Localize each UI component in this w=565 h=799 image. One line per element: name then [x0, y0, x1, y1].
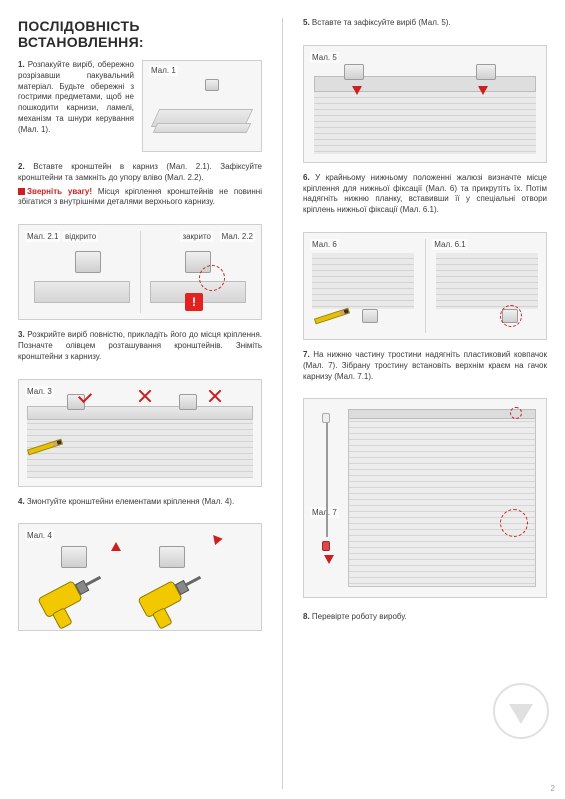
step-3: 3. Розкрийте виріб повністю, прикладіть …: [18, 330, 262, 362]
blinds-icon: [436, 253, 538, 309]
step-4-num: 4.: [18, 497, 25, 506]
page-number: 2: [551, 784, 555, 793]
bracket-icon: [179, 394, 197, 410]
bracket-icon: [476, 64, 496, 80]
highlight-circle-icon: [500, 305, 522, 327]
figure-7: Мал. 7 Мал. 7.1: [303, 398, 547, 598]
x-mark-icon: [137, 388, 153, 404]
step-6-body: У крайньому нижньому положенні жалюзі ви…: [303, 173, 547, 214]
step-7-num: 7.: [303, 350, 310, 359]
x-mark-icon: [207, 388, 223, 404]
page: ПОСЛІДОВНІСТЬ ВСТАНОВЛЕННЯ: 1. Розпакуйт…: [0, 0, 565, 799]
closed-label: закрито: [180, 231, 213, 242]
bracket-icon: [159, 546, 185, 568]
figure-3: Мал. 3: [18, 379, 262, 487]
warning-icon: [18, 188, 25, 195]
step-2-body: Вставте кронштейн в карниз (Мал. 2.1). З…: [18, 162, 262, 182]
figure-divider: [425, 239, 426, 333]
step-6: 6. У крайньому нижньому положенні жалюзі…: [303, 173, 547, 216]
figure-2: Мал. 2.1 Мал. 2.2 відкрито закрито !: [18, 224, 262, 320]
step-4-body: Змонтуйте кронштейни елементами кріпленн…: [27, 497, 234, 506]
step-2-warn-label: Зверніть увагу!: [27, 187, 92, 196]
blinds-icon: [314, 92, 536, 154]
left-column: ПОСЛІДОВНІСТЬ ВСТАНОВЛЕННЯ: 1. Розпакуйт…: [18, 18, 262, 789]
figure-7-label: Мал. 7: [310, 507, 339, 518]
figure-5: Мал. 5: [303, 45, 547, 163]
figure-divider: [140, 231, 141, 313]
check-icon: [78, 389, 92, 403]
bracket-icon: [362, 309, 378, 323]
rail-icon: [348, 409, 536, 419]
figure-4: Мал. 4: [18, 523, 262, 631]
arrow-icon: [111, 542, 121, 551]
step-1-num: 1.: [18, 60, 25, 69]
wand-tip-icon: [322, 541, 330, 551]
step-7-body: На нижню частину тростини надягніть плас…: [303, 350, 547, 381]
figure-4-label: Мал. 4: [25, 530, 54, 541]
wand-cap-icon: [322, 413, 330, 423]
open-label: відкрито: [63, 231, 98, 242]
bracket-icon: [75, 251, 101, 273]
figure-6: Мал. 6 Мал. 6.1: [303, 232, 547, 340]
step-8-text: 8. Перевірте роботу виробу.: [303, 612, 547, 623]
step-6-num: 6.: [303, 173, 310, 182]
step-3-num: 3.: [18, 330, 25, 339]
blinds-icon: [348, 409, 536, 587]
figure-5-label: Мал. 5: [310, 52, 339, 63]
step-8-num: 8.: [303, 612, 310, 621]
step-2-text: 2. Вставте кронштейн в карниз (Мал. 2.1)…: [18, 162, 262, 184]
step-6-text: 6. У крайньому нижньому положенні жалюзі…: [303, 173, 547, 216]
step-2: 2. Вставте кронштейн в карниз (Мал. 2.1)…: [18, 162, 262, 208]
rail-icon: [152, 123, 251, 133]
arrow-icon: [352, 86, 362, 95]
step-8-body: Перевірте роботу виробу.: [312, 612, 407, 621]
pencil-icon: [314, 308, 350, 325]
column-divider: [282, 18, 283, 789]
right-column: 5. Вставте та зафіксуйте виріб (Мал. 5).…: [303, 18, 547, 789]
rail-icon: [27, 406, 253, 420]
figure-2-1-label: Мал. 2.1: [25, 231, 60, 242]
step-1-body: Розпакуйте виріб, обережно розрізавши па…: [18, 60, 134, 134]
arrow-icon: [324, 555, 334, 564]
page-title: ПОСЛІДОВНІСТЬ ВСТАНОВЛЕННЯ:: [18, 18, 262, 50]
arrow-icon: [209, 532, 222, 545]
figure-6-label: Мал. 6: [310, 239, 339, 250]
step-3-text: 3. Розкрийте виріб повністю, прикладіть …: [18, 330, 262, 362]
drill-icon: [137, 574, 203, 631]
figure-2-2-label: Мал. 2.2: [220, 231, 255, 242]
step-4-text: 4. Змонтуйте кронштейни елементами кріпл…: [18, 497, 262, 508]
step-1-text: 1. Розпакуйте виріб, обережно розрізавши…: [18, 60, 134, 136]
step-5-text: 5. Вставте та зафіксуйте виріб (Мал. 5).: [303, 18, 547, 29]
bracket-icon: [344, 64, 364, 80]
highlight-circle-icon: [199, 265, 225, 291]
step-1: 1. Розпакуйте виріб, обережно розрізавши…: [18, 60, 262, 152]
step-5-num: 5.: [303, 18, 310, 27]
arrow-icon: [478, 86, 488, 95]
step-7-text: 7. На нижню частину тростини надягніть п…: [303, 350, 547, 382]
figure-6-1-label: Мал. 6.1: [432, 239, 467, 250]
figure-3-label: Мал. 3: [25, 386, 54, 397]
step-8: 8. Перевірте роботу виробу.: [303, 612, 547, 623]
step-5-body: Вставте та зафіксуйте виріб (Мал. 5).: [312, 18, 451, 27]
step-2-num: 2.: [18, 162, 25, 171]
bracket-icon: [61, 546, 87, 568]
rail-icon: [34, 281, 131, 303]
step-3-body: Розкрийте виріб повністю, прикладіть йог…: [18, 330, 262, 361]
alert-icon: !: [185, 293, 203, 311]
drill-icon: [37, 574, 103, 631]
bracket-icon: [205, 79, 219, 91]
step-5: 5. Вставте та зафіксуйте виріб (Мал. 5).: [303, 18, 547, 29]
blinds-icon: [27, 418, 253, 478]
step-4: 4. Змонтуйте кронштейни елементами кріпл…: [18, 497, 262, 508]
blinds-icon: [312, 253, 414, 309]
step-7: 7. На нижню частину тростини надягніть п…: [303, 350, 547, 382]
wand-icon: [326, 417, 328, 537]
figure-1: Мал. 1: [142, 60, 262, 152]
step-2-warning: Зверніть увагу! Місця кріплення кронштей…: [18, 187, 262, 209]
figure-1-label: Мал. 1: [149, 65, 178, 76]
